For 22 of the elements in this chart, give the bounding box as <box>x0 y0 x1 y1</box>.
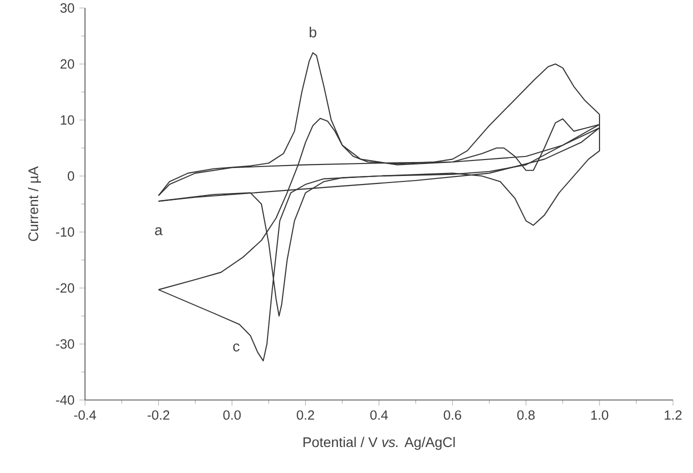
y-tick-label: -30 <box>56 339 74 349</box>
y-tick-label: -10 <box>56 227 74 237</box>
x-tick-label: 1.2 <box>664 410 682 420</box>
y-tick-label: 20 <box>60 59 74 69</box>
x-tick-label: -0.4 <box>74 410 96 420</box>
x-tick-label: 1.0 <box>591 410 608 420</box>
x-tick-label: 0.2 <box>296 410 314 420</box>
y-tick-label: -20 <box>56 283 74 293</box>
y-tick-label: 10 <box>60 115 74 125</box>
annotation: b <box>310 26 316 38</box>
y-tick-label: 0 <box>68 171 74 181</box>
x-axis-title: Potential / V vs. Ag/AgCl <box>304 436 455 450</box>
y-axis-title: Current / µA <box>28 166 41 242</box>
x-tick-label: -0.2 <box>148 410 170 420</box>
x-tick-label: 0.8 <box>517 410 535 420</box>
annotation: a <box>155 227 163 236</box>
x-tick-label: 0.6 <box>444 410 462 420</box>
x-tick-label: 0.4 <box>370 410 388 420</box>
y-tick-label: -40 <box>56 395 74 405</box>
x-tick-label: 0.0 <box>223 410 241 420</box>
annotation: c <box>233 343 240 352</box>
y-tick-label: 30 <box>60 3 74 13</box>
